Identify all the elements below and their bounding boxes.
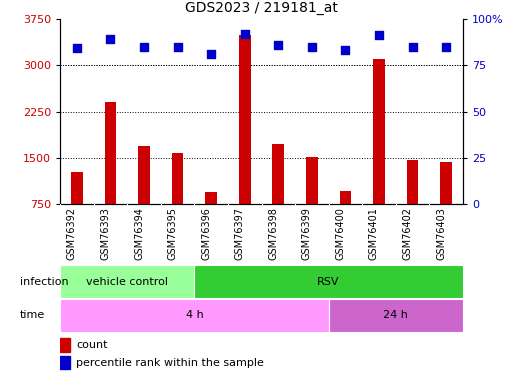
Bar [138,146,150,251]
Point [140,44,148,50]
Point [207,51,215,57]
Text: GSM76394: GSM76394 [134,207,144,260]
Text: GSM76399: GSM76399 [302,207,312,260]
Point [106,36,115,42]
Text: 4 h: 4 h [186,310,203,320]
Point [73,45,81,51]
Bar [272,144,284,251]
Text: count: count [76,340,108,350]
Bar [306,157,317,251]
Text: percentile rank within the sample: percentile rank within the sample [76,358,264,368]
Bar [60,299,328,332]
Bar [60,356,70,369]
Text: GSM76393: GSM76393 [100,207,110,260]
Bar [328,299,463,332]
Bar [206,192,217,251]
Point [308,44,316,50]
Title: GDS2023 / 219181_at: GDS2023 / 219181_at [185,1,338,15]
Text: vehicle control: vehicle control [86,277,168,286]
Point [174,44,182,50]
Point [241,31,249,37]
Text: GSM76392: GSM76392 [67,207,77,260]
Text: GSM76403: GSM76403 [436,207,446,260]
Bar [339,191,351,251]
Point [274,42,282,48]
Bar [195,265,463,298]
Bar [239,36,251,251]
Text: infection: infection [20,277,69,286]
Point [341,47,349,53]
Text: RSV: RSV [317,277,340,286]
Bar [60,338,70,352]
Bar [373,59,385,251]
Bar [71,172,83,251]
Bar [60,265,195,298]
Text: 24 h: 24 h [383,310,408,320]
Text: GSM76400: GSM76400 [335,207,345,260]
Point [408,44,417,50]
Text: GSM76396: GSM76396 [201,207,211,260]
Text: GSM76401: GSM76401 [369,207,379,260]
Point [442,44,450,50]
Text: GSM76397: GSM76397 [235,207,245,260]
Bar [407,160,418,251]
Text: GSM76398: GSM76398 [268,207,278,260]
Text: GSM76395: GSM76395 [167,207,178,260]
Text: GSM76402: GSM76402 [403,207,413,260]
Bar [105,102,116,251]
Bar [440,162,452,251]
Point [375,33,383,39]
Text: time: time [20,310,45,320]
Bar [172,153,184,251]
